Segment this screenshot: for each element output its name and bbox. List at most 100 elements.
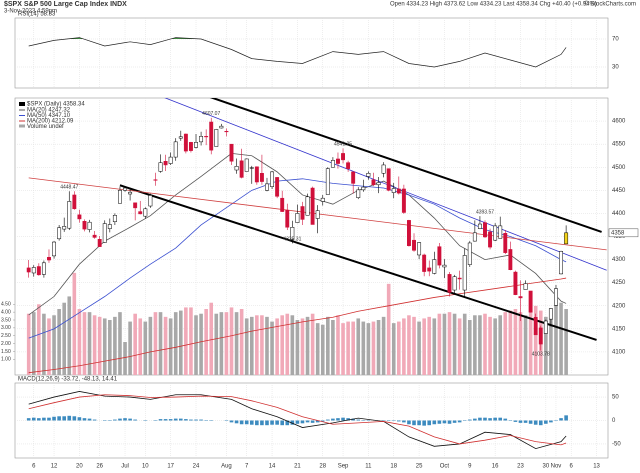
volume-bar (244, 318, 249, 375)
candle-body (320, 197, 325, 202)
volume-bar (168, 318, 173, 375)
price-plot: 4448.47 4607.07 4335.31 4541.25 4393.57 4103.… (26, 98, 607, 375)
candle-body (31, 267, 36, 274)
legend-price: $SPX (Daily) 4358.34 (27, 102, 85, 108)
volume-bar (249, 316, 254, 375)
volume-bar (92, 315, 97, 375)
candle-body (477, 223, 482, 229)
candle-body (123, 187, 127, 191)
x-tick-label: 14 (269, 464, 276, 470)
x-tick-label: 20 (76, 464, 83, 470)
candle-body (533, 317, 538, 336)
candle-body (554, 288, 558, 306)
rsi-plot (28, 37, 567, 68)
volume-bar (544, 316, 548, 375)
macd-histogram-bar (473, 418, 477, 421)
macd-histogram-bar (397, 420, 401, 422)
candle-body (239, 160, 244, 178)
macd-histogram-bar (427, 420, 432, 426)
volume-bar (523, 315, 528, 375)
macd-histogram-bar (92, 419, 97, 421)
x-tick-label: Jul (121, 464, 129, 470)
x-tick-label: Nov (551, 464, 562, 470)
candle-body (503, 233, 508, 253)
macd-histogram-bar (478, 417, 482, 421)
volume-bar (432, 318, 437, 375)
candle-body (275, 177, 280, 197)
candle-body (559, 251, 563, 275)
volume-tick-label: 4.50 (1, 302, 11, 308)
candle-body (498, 225, 503, 239)
macd-histogram-bar (234, 420, 239, 424)
volume-bar (102, 318, 107, 375)
candle-body (442, 264, 447, 268)
macd-histogram-bar (199, 419, 203, 421)
candle-body (543, 320, 548, 334)
candle-body (254, 166, 259, 183)
candle-body (57, 227, 62, 240)
volume-bar (37, 304, 41, 375)
macd-histogram-bar (544, 420, 548, 424)
x-tick-label: 12 (51, 464, 58, 470)
candle-body (102, 223, 107, 243)
legend-entry: MA(50) 4347.10 (27, 113, 71, 119)
macd-histogram-bar (280, 420, 284, 426)
volume-tick-label: 1.50 (1, 349, 11, 355)
candle-body (194, 142, 198, 148)
candle-body (234, 166, 239, 171)
candle-body (371, 179, 376, 186)
volume-bar (270, 321, 274, 375)
candle-body (366, 173, 371, 177)
macd-histogram-bar (356, 419, 361, 421)
candle-body (412, 239, 416, 251)
volume-bar (488, 316, 492, 375)
macd-histogram-bar (37, 418, 41, 421)
candle-body (341, 153, 345, 161)
candle-body (128, 191, 133, 195)
volume-bar (407, 315, 411, 375)
macd-histogram-bar (528, 420, 533, 424)
macd-histogram-bar (42, 417, 46, 421)
candle-body (472, 232, 477, 242)
candle-body (346, 162, 351, 169)
candle-body (168, 156, 173, 164)
candle-body (219, 125, 224, 129)
macd-histogram-bar (67, 415, 72, 421)
candle-body (564, 232, 569, 245)
volume-bar (315, 323, 320, 375)
macd-histogram-bar (467, 419, 472, 421)
legend-swatch (19, 124, 25, 128)
x-tick-label: 25 (416, 464, 423, 470)
candle-body (518, 296, 523, 299)
x-tick-label: 13 (593, 464, 600, 470)
macd-histogram-bar (498, 417, 503, 421)
title: $SPX S&P 500 Large Cap Index INDX (4, 1, 127, 8)
legend-entry: MA(200) 4212.09 (27, 119, 74, 125)
volume-bar (559, 302, 563, 375)
volume-bar (148, 316, 153, 375)
y-tick-label: 4550 (612, 142, 626, 148)
candle-body (82, 221, 87, 230)
x-tick-label: 11 (365, 464, 372, 470)
volume-bar (442, 313, 447, 375)
macd-histogram-bar (87, 418, 92, 421)
volume-bar (518, 312, 523, 375)
macd-histogram-bar (326, 419, 330, 421)
volume-bar (452, 313, 457, 375)
macd-histogram-bar (275, 420, 279, 425)
macd-histogram-bar (118, 418, 122, 421)
candle-body (427, 267, 432, 272)
candle-body (437, 246, 442, 266)
macd-histogram-bar (285, 420, 290, 426)
macd-histogram-bar (57, 416, 61, 421)
candle-body (107, 224, 112, 229)
candle-body (67, 201, 72, 229)
rsi-line (28, 37, 567, 68)
candle-body (523, 283, 528, 290)
volume-bar (554, 304, 558, 375)
labels: 6 12 20 26 Jul 10 17 24 Aug 7 14 21 28 Sep 11 18 25 Oct 9 1… (1, 37, 639, 470)
volume-bar (346, 321, 350, 375)
volume-bar (417, 321, 421, 375)
volume-bar (118, 312, 122, 375)
volume-bar (275, 318, 279, 375)
